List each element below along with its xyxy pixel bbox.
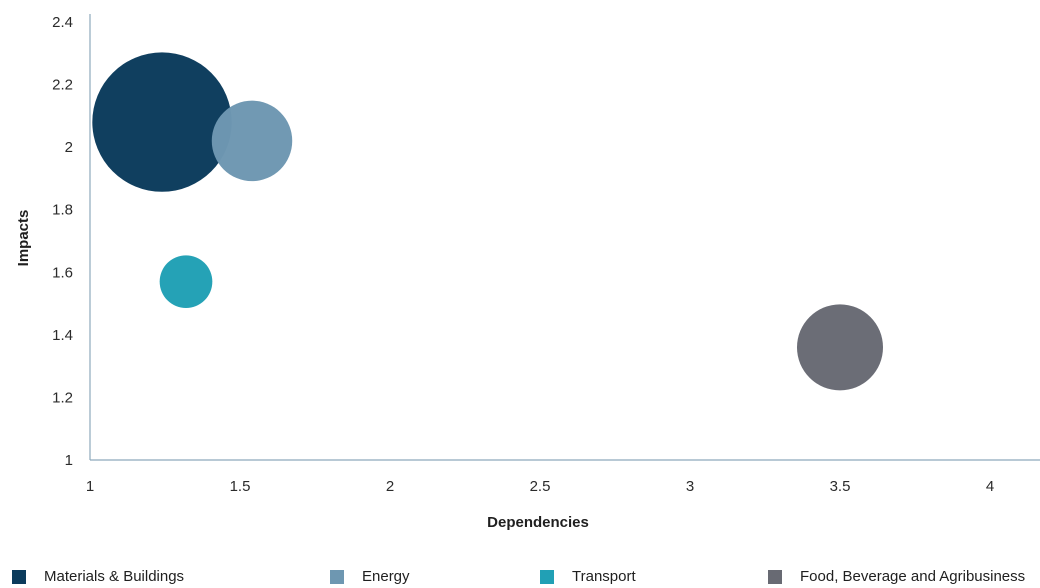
legend: Materials & Buildings Energy Transport Food… xyxy=(0,568,1040,588)
x-tick-label: 3.5 xyxy=(830,478,851,495)
legend-label: Transport xyxy=(572,568,636,585)
bubble-point xyxy=(211,100,293,182)
x-tick-label: 2 xyxy=(386,478,394,495)
legend-item: Food, Beverage and Agribusiness xyxy=(768,568,1025,585)
legend-swatch xyxy=(12,569,26,584)
bubble-chart: 1 1.5 2 2.5 3 3.5 4 1 1.2 1.4 1.6 1.8 2 2.2 2.4 Depen… xyxy=(15,14,1040,531)
y-tick-label: 2 xyxy=(65,139,73,156)
y-tick-label: 2.2 xyxy=(52,77,73,94)
y-tick-label: 2.4 xyxy=(52,14,73,31)
y-tick-label: 1.4 xyxy=(52,327,73,344)
y-axis-title: Impacts xyxy=(15,210,32,267)
legend-swatch xyxy=(330,569,344,584)
legend-label: Food, Beverage and Agribusiness xyxy=(800,568,1026,585)
bubble-point xyxy=(159,255,213,309)
x-tick-label: 3 xyxy=(686,478,694,495)
legend-item: Materials & Buildings xyxy=(12,568,184,585)
x-tick-labels: 1 1.5 2 2.5 3 3.5 4 xyxy=(86,478,994,495)
bubble-point xyxy=(796,304,884,391)
legend-label: Energy xyxy=(362,568,410,585)
legend-item: Energy xyxy=(330,568,410,585)
legend-item: Transport xyxy=(540,568,636,585)
legend-swatch xyxy=(768,569,782,584)
y-tick-label: 1 xyxy=(65,452,73,469)
x-tick-label: 4 xyxy=(986,478,994,495)
y-tick-label: 1.2 xyxy=(52,389,73,406)
x-tick-label: 1 xyxy=(86,478,94,495)
bubble-point xyxy=(92,52,232,192)
bubble-layer xyxy=(92,52,884,391)
legend-swatch xyxy=(540,569,554,584)
x-axis-title: Dependencies xyxy=(487,514,589,531)
y-tick-label: 1.6 xyxy=(52,264,73,281)
legend-label: Materials & Buildings xyxy=(44,568,185,585)
y-tick-label: 1.8 xyxy=(52,202,73,219)
x-tick-label: 1.5 xyxy=(230,478,251,495)
y-tick-labels: 1 1.2 1.4 1.6 1.8 2 2.2 2.4 xyxy=(52,14,73,469)
x-tick-label: 2.5 xyxy=(530,478,551,495)
